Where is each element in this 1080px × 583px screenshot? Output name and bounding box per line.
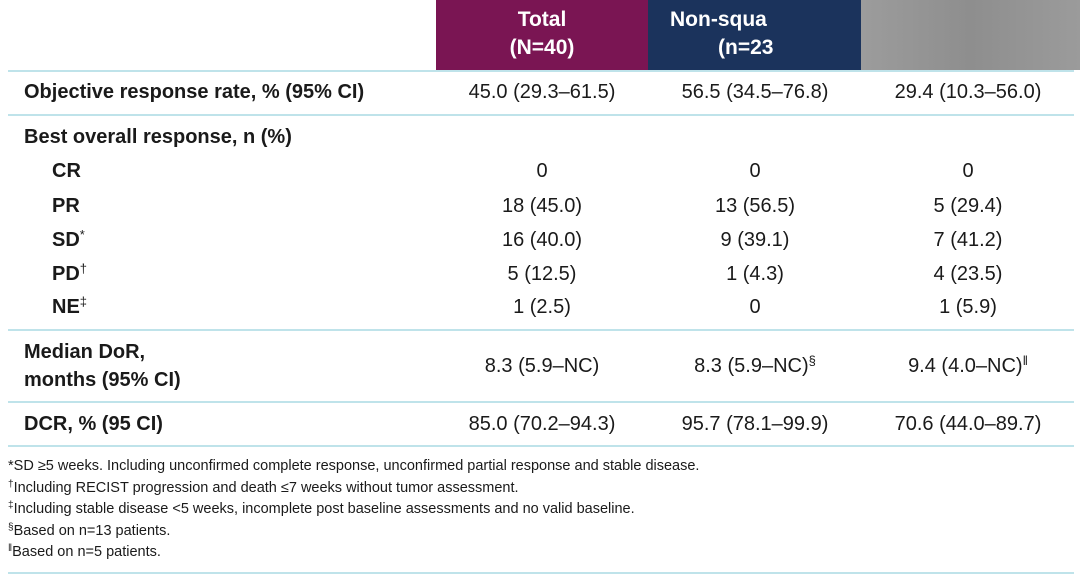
cell-squamous: 4 (23.5) (933, 263, 1003, 285)
cell-squamous: 5 (29.4) (933, 195, 1003, 217)
row-label: NE (52, 296, 80, 318)
cell-total: 5 (12.5) (507, 263, 577, 285)
cell-non-squamous: 1 (4.3) (726, 263, 784, 285)
header-squamous (861, 0, 1080, 70)
row-label-group: SD* (52, 227, 85, 252)
cell-non-squamous-group: 8.3 (5.9–NC)§ (655, 353, 855, 378)
divider (8, 114, 1074, 116)
header-total: Total (N=40) (436, 0, 648, 70)
cell-squamous: 1 (5.9) (939, 296, 997, 318)
footnote-mark: § (8, 521, 14, 533)
cell-squamous: 70.6 (44.0–89.7) (894, 413, 1042, 435)
row-label-group: NE‡ (52, 294, 88, 319)
divider (8, 445, 1074, 447)
header-non-squamous-n: (n=23 (718, 36, 774, 59)
footnote-mark: † (8, 478, 14, 490)
cell-total: 8.3 (5.9–NC) (484, 355, 600, 377)
row-label: DCR, % (95 CI) (24, 413, 163, 435)
footnote: §Based on n=13 patients. (8, 521, 1074, 543)
header-non-squamous-title: Non-squa (670, 8, 767, 31)
divider (8, 70, 1074, 72)
footnotes: *SD ≥5 weeks. Including unconfirmed comp… (8, 456, 1074, 564)
footnote-text: Including stable disease <5 weeks, incom… (13, 501, 635, 517)
cell-non-squamous: 13 (56.5) (714, 195, 796, 217)
cell-non-squamous: 8.3 (5.9–NC) (694, 355, 809, 377)
divider (8, 329, 1074, 331)
cell-non-squamous: 0 (749, 296, 761, 318)
cell-squamous: 0 (962, 160, 974, 182)
header-non-squamous: Non-squa (n=23 (648, 0, 861, 70)
footnote: *SD ≥5 weeks. Including unconfirmed comp… (8, 456, 1074, 478)
cell-total: 1 (2.5) (513, 296, 571, 318)
row-label: PR (52, 195, 80, 217)
row-label-group: PD† (52, 261, 88, 286)
cell-non-squamous: 9 (39.1) (720, 229, 790, 251)
footnote-mark: * (79, 227, 85, 242)
footnote-text: Based on n=13 patients. (13, 522, 171, 539)
row-label: CR (52, 160, 81, 182)
footnote-mark: ǁ (8, 543, 13, 554)
footnote: †Including RECIST progression and death … (8, 478, 1074, 500)
divider (8, 572, 1074, 574)
row-label: Best overall response, n (%) (24, 126, 292, 148)
cell-non-squamous: 56.5 (34.5–76.8) (681, 81, 829, 103)
cell-squamous: 9.4 (4.0–NC) (908, 355, 1023, 377)
cell-squamous-group: 9.4 (4.0–NC)ǁ (868, 353, 1068, 378)
footnote: ǁBased on n=5 patients. (8, 542, 1074, 564)
row-label-line2: months (95% CI) (24, 369, 181, 391)
cell-total: 85.0 (70.2–94.3) (468, 413, 616, 435)
footnote-text: Including RECIST progression and death ≤… (13, 479, 519, 496)
row-label: PD (52, 263, 80, 285)
table-row-dor: Median DoR, months (95% CI) 8.3 (5.9–NC)… (0, 341, 1080, 397)
cell-squamous: 7 (41.2) (933, 229, 1003, 251)
divider (8, 401, 1074, 403)
row-label: SD (52, 229, 80, 251)
cell-total: 18 (45.0) (501, 195, 583, 217)
footnote-text: Based on n=5 patients. (12, 544, 161, 560)
footnote: ‡Including stable disease <5 weeks, inco… (8, 499, 1074, 521)
row-label: Objective response rate, % (95% CI) (24, 81, 365, 103)
footnote-mark: ǁ (1022, 353, 1028, 368)
footnote-mark: § (808, 353, 816, 368)
footnote-mark: ‡ (8, 500, 14, 511)
header-total-title: Total (517, 8, 567, 31)
cell-total: 0 (536, 160, 548, 182)
cell-squamous: 29.4 (10.3–56.0) (894, 81, 1042, 103)
cell-total: 45.0 (29.3–61.5) (468, 81, 616, 103)
footnote-mark: † (79, 261, 88, 276)
cell-non-squamous: 0 (749, 160, 761, 182)
cell-total: 16 (40.0) (501, 229, 583, 251)
cell-non-squamous: 95.7 (78.1–99.9) (681, 413, 829, 435)
header-total-n: (N=40) (509, 36, 575, 59)
row-label: Median DoR, (24, 341, 146, 363)
footnote-text: *SD ≥5 weeks. Including unconfirmed comp… (8, 458, 700, 474)
footnote-mark: ‡ (79, 294, 88, 309)
